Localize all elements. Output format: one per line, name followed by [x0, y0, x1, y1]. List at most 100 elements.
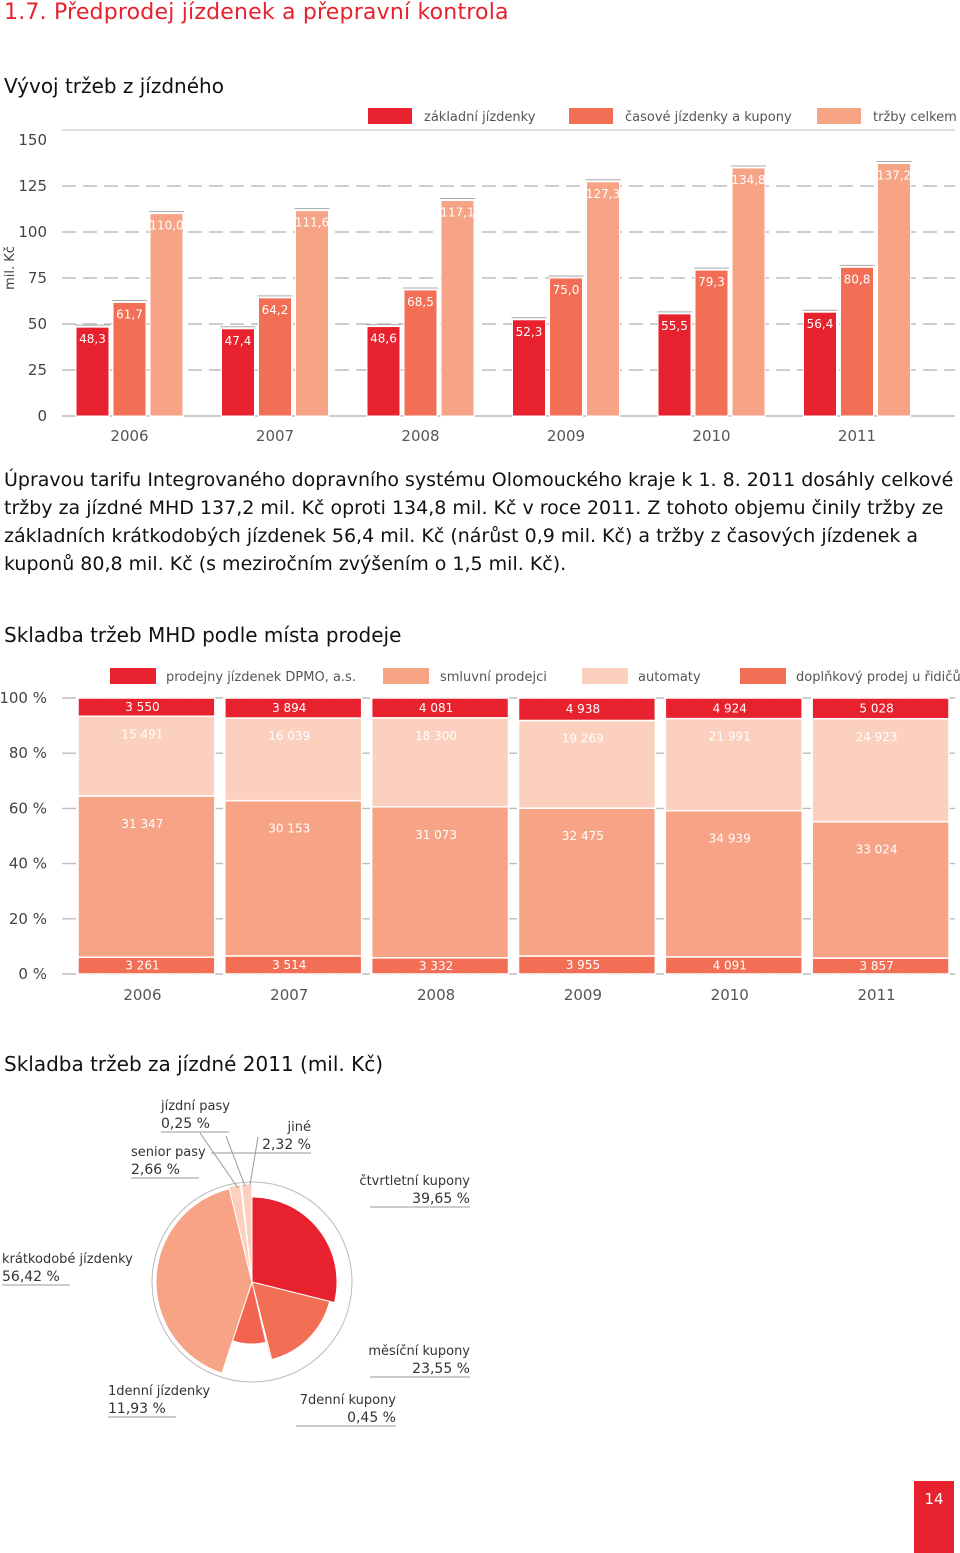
y-tick-label: 150 — [18, 131, 47, 149]
slice-name-label: jiné — [287, 1120, 311, 1135]
stack-segment — [517, 697, 657, 722]
slice-pct-label: 2,66 % — [131, 1162, 180, 1178]
stack-segment — [224, 799, 363, 957]
legend-label: smluvní prodejci — [440, 670, 547, 685]
bar — [440, 200, 475, 417]
stack-segment — [370, 717, 510, 808]
bar — [877, 163, 911, 417]
bar-value-label: 68,5 — [407, 295, 434, 309]
stack-segment — [517, 807, 657, 957]
bar — [295, 210, 329, 417]
bar-value-label: 61,7 — [116, 307, 143, 321]
y-tick-label: 80 % — [9, 744, 47, 762]
legend-swatch — [569, 108, 613, 124]
x-tick-label: 2010 — [711, 986, 749, 1004]
leader-line — [225, 1135, 246, 1187]
bar — [803, 311, 837, 417]
y-tick-label: 100 % — [0, 689, 47, 707]
legend-label: časové jízdenky a kupony — [625, 110, 792, 125]
segment-value-label: 32 475 — [562, 829, 604, 843]
y-tick-label: 20 % — [9, 910, 47, 928]
chart2-title: Skladba tržeb MHD podle místa prodeje — [4, 623, 402, 647]
pie-slice — [251, 1281, 331, 1361]
bar — [657, 313, 692, 417]
x-tick-label: 2009 — [564, 986, 602, 1004]
bar-value-label: 127,3 — [586, 187, 620, 201]
bar-value-label: 117,1 — [440, 206, 474, 220]
stack-segment — [224, 717, 363, 802]
x-tick-label: 2010 — [692, 427, 730, 445]
segment-value-label: 4 081 — [419, 701, 453, 715]
page-number: 14 — [924, 1490, 944, 1508]
bar-value-label: 52,3 — [516, 325, 543, 339]
bar-value-label: 80,8 — [844, 272, 871, 286]
segment-value-label: 33 024 — [856, 843, 898, 857]
legend-swatch — [368, 108, 412, 124]
segment-value-label: 4 924 — [713, 701, 747, 715]
slice-name-label: 7denní kupony — [300, 1393, 397, 1408]
segment-value-label: 3 550 — [125, 700, 159, 714]
leader-line — [199, 1132, 239, 1189]
bar-value-label: 64,2 — [262, 303, 289, 317]
pie-slice — [251, 1196, 338, 1304]
stack-segment — [77, 715, 216, 797]
bar — [586, 181, 620, 417]
chart1-title: Vývoj tržeb z jízdného — [4, 74, 224, 98]
y-tick-label: 125 — [18, 177, 47, 195]
slice-name-label: měsíční kupony — [368, 1344, 470, 1359]
segment-value-label: 3 332 — [419, 959, 453, 973]
x-tick-label: 2009 — [547, 427, 585, 445]
segment-value-label: 3 857 — [859, 959, 893, 973]
stack-segment — [664, 809, 803, 958]
bar — [512, 319, 546, 417]
stack-segment — [811, 820, 950, 959]
legend-swatch — [740, 668, 786, 684]
y-tick-label: 0 % — [18, 965, 47, 983]
bar — [75, 326, 110, 417]
slice-pct-label: 23,55 % — [412, 1361, 470, 1377]
y-tick-label: 60 % — [9, 799, 47, 817]
bar — [731, 167, 766, 417]
bar-value-label: 48,6 — [370, 332, 397, 346]
legend-label: základní jízdenky — [424, 110, 536, 125]
pie-slice — [155, 1188, 253, 1374]
bar — [840, 266, 874, 417]
bar-value-label: 111,6 — [295, 216, 329, 230]
legend-swatch — [817, 108, 861, 124]
slice-pct-label: 11,93 % — [108, 1401, 166, 1417]
y-tick-label: 25 — [28, 361, 47, 379]
bar-value-label: 110,0 — [149, 219, 183, 233]
bar-value-label: 134,8 — [731, 173, 765, 187]
page-number-box — [914, 1481, 954, 1553]
x-tick-label: 2007 — [270, 986, 308, 1004]
y-tick-label: 50 — [28, 315, 47, 333]
summary-paragraph: Úpravou tarifu Integrovaného dopravního … — [4, 469, 954, 575]
slice-name-label: čtvrtletní kupony — [359, 1174, 470, 1189]
bar-value-label: 55,5 — [661, 319, 688, 333]
slice-pct-label: 39,65 % — [412, 1191, 470, 1207]
x-tick-label: 2008 — [401, 427, 439, 445]
legend-swatch — [582, 668, 628, 684]
slice-name-label: jízdní pasy — [160, 1099, 230, 1114]
bar-value-label: 75,0 — [553, 283, 580, 297]
x-tick-label: 2008 — [417, 986, 455, 1004]
segment-value-label: 15 491 — [121, 727, 163, 741]
leader-line — [249, 1136, 259, 1186]
y-tick-label: 100 — [18, 223, 47, 241]
segment-value-label: 34 939 — [709, 832, 751, 846]
legend-label: doplňkový prodej u řidičů — [796, 670, 960, 685]
bar-value-label: 48,3 — [79, 332, 106, 346]
stack-segment — [664, 697, 803, 720]
bar — [112, 301, 147, 417]
segment-value-label: 3 514 — [272, 958, 306, 972]
slice-pct-label: 0,25 % — [161, 1116, 210, 1132]
bar-value-label: 137,2 — [877, 169, 911, 183]
segment-value-label: 30 153 — [268, 822, 310, 836]
bar — [549, 277, 583, 417]
stack-segment — [664, 717, 803, 812]
pie-outline — [151, 1181, 353, 1383]
bar-value-label: 79,3 — [698, 275, 725, 289]
segment-value-label: 24 923 — [856, 730, 898, 744]
segment-value-label: 4 091 — [713, 958, 747, 972]
stack-segment — [370, 697, 510, 719]
